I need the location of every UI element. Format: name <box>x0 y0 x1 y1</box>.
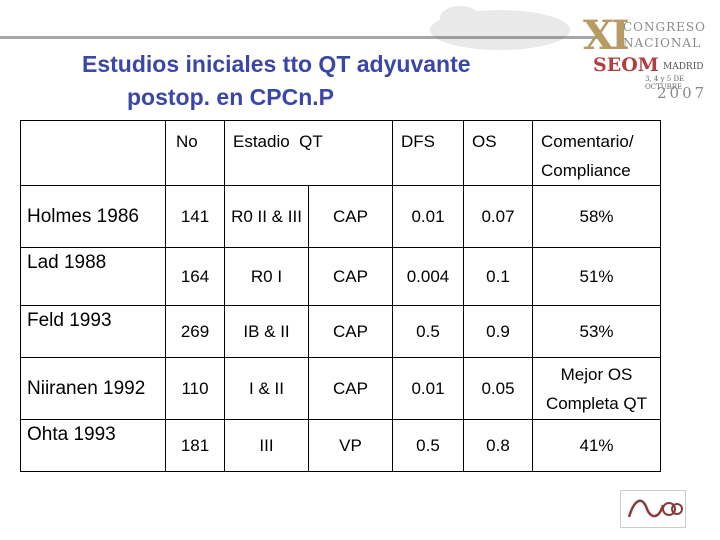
logo-xi: XI <box>583 12 630 59</box>
cell-comentario: 58% <box>532 185 661 248</box>
cell-dfs: 0.5 <box>392 419 464 472</box>
logo-city: MADRID <box>663 62 704 72</box>
cell-study: Holmes 1986 <box>20 185 166 248</box>
studies-table: No Estadio QT DFS OS Comentario/ Complia… <box>20 120 661 472</box>
cell-no: 110 <box>165 357 225 420</box>
slide-title-line2: postop. en CPCn.P <box>127 84 334 110</box>
cell-estadio: R0 II & III <box>224 185 309 248</box>
cell-dfs: 0.5 <box>392 305 464 358</box>
slide-title-line1: Estudios iniciales tto QT adyuvante <box>82 51 471 77</box>
cell-os: 0.8 <box>463 419 533 472</box>
header-qt: QT <box>299 132 323 151</box>
table-row: Holmes 1986 141 R0 II & III CAP 0.01 0.0… <box>20 185 661 248</box>
header-comentario: Comentario/ Compliance <box>532 120 661 186</box>
cell-os: 0.05 <box>463 357 533 420</box>
header-no: No <box>165 120 225 186</box>
cell-dfs: 0.004 <box>392 247 464 306</box>
cell-qt: CAP <box>308 357 393 420</box>
cell-study: Ohta 1993 <box>20 419 166 472</box>
cell-no: 269 <box>165 305 225 358</box>
cell-qt: CAP <box>308 305 393 358</box>
header-estadio-qt: Estadio QT <box>224 120 393 186</box>
logo-seom: SEOM <box>593 54 659 76</box>
cell-os: 0.1 <box>463 247 533 306</box>
cell-estadio: I & II <box>224 357 309 420</box>
slide-title: Estudios iniciales tto QT adyuvante post… <box>82 48 471 114</box>
cell-study: Feld 1993 <box>20 305 166 358</box>
cell-no: 164 <box>165 247 225 306</box>
cell-qt: CAP <box>308 185 393 248</box>
header-os: OS <box>463 120 533 186</box>
cell-study: Lad 1988 <box>20 247 166 306</box>
cell-qt: VP <box>308 419 393 472</box>
table-row: Feld 1993 269 IB & II CAP 0.5 0.9 53% <box>20 305 661 358</box>
cell-comentario: 41% <box>532 419 661 472</box>
table-row: Ohta 1993 181 III VP 0.5 0.8 41% <box>20 419 661 472</box>
table-row: Niiranen 1992 110 I & II CAP 0.01 0.05 M… <box>20 357 661 420</box>
cell-estadio: IB & II <box>224 305 309 358</box>
cell-comentario: Mejor OS Completa QT <box>532 357 661 420</box>
cell-qt: CAP <box>308 247 393 306</box>
logo-line2: NACIONAL <box>623 36 702 50</box>
cell-estadio: R0 I <box>224 247 309 306</box>
logo-dates: 3, 4 y 5 DE OCTUBRE <box>645 75 685 91</box>
cell-study: Niiranen 1992 <box>20 357 166 420</box>
seom-small-logo <box>620 490 686 528</box>
cell-os: 0.9 <box>463 305 533 358</box>
header-empty-cell <box>20 120 166 186</box>
cell-no: 141 <box>165 185 225 248</box>
title-rule <box>0 36 600 39</box>
cell-dfs: 0.01 <box>392 357 464 420</box>
cell-estadio: III <box>224 419 309 472</box>
logo-line1: CONGRESO <box>623 20 706 34</box>
cell-comentario: 53% <box>532 305 661 358</box>
cell-os: 0.07 <box>463 185 533 248</box>
cell-comentario: 51% <box>532 247 661 306</box>
congress-logo: XI CONGRESO NACIONAL SEOM MADRID 3, 4 y … <box>575 0 720 110</box>
cell-dfs: 0.01 <box>392 185 464 248</box>
header-estadio: Estadio <box>233 132 290 151</box>
table-header-row: No Estadio QT DFS OS Comentario/ Complia… <box>20 120 661 186</box>
header-dfs: DFS <box>392 120 464 186</box>
logo-year: 2007 <box>657 84 708 102</box>
watermark-figure <box>430 6 570 50</box>
cell-no: 181 <box>165 419 225 472</box>
table-row: Lad 1988 164 R0 I CAP 0.004 0.1 51% <box>20 247 661 306</box>
